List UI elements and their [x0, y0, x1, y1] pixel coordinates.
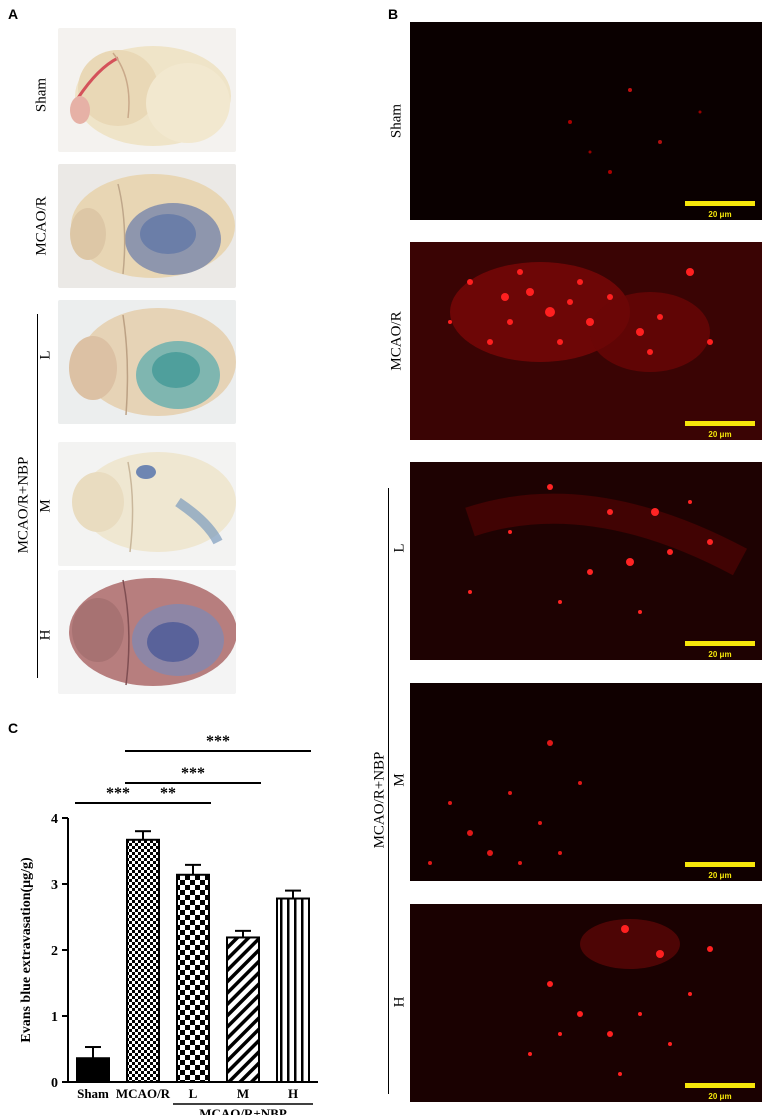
bar-sham — [76, 1057, 110, 1083]
significance-label: *** — [206, 733, 230, 750]
group-label: MCAO/R+NBP — [199, 1106, 287, 1115]
y-tick-label: 4 — [51, 812, 58, 827]
panel-letter-b: B — [388, 6, 399, 22]
row-label-m-b: M — [391, 773, 408, 787]
row-label-mcao-b: MCAO/R — [388, 311, 405, 371]
fluor-image-sham: 20 μm — [410, 22, 762, 220]
row-label-h-a: H — [37, 629, 54, 641]
brain-photo-mcao — [58, 164, 236, 288]
row-label-h-b: H — [391, 996, 408, 1008]
y-tick-label: 3 — [51, 878, 58, 893]
brain-photo-m — [58, 442, 236, 566]
x-tick-label: M — [237, 1086, 249, 1101]
group-bracket-b — [388, 488, 389, 1094]
scale-label-mcao: 20 μm — [708, 430, 732, 439]
y-tick-label: 0 — [51, 1076, 58, 1091]
row-label-mcao-a: MCAO/R — [33, 196, 50, 256]
bar-m — [226, 936, 260, 1083]
evans-blue-bar-chart: 0 1 2 3 4 Evans blue extravasation(μg/g) Sham M… — [19, 733, 318, 1115]
scale-label-l: 20 μm — [708, 650, 732, 659]
bar-h — [276, 897, 310, 1083]
scale-label-h: 20 μm — [708, 1092, 732, 1101]
scale-label-sham: 20 μm — [708, 210, 732, 219]
fluor-image-mcao: 20 μm — [410, 242, 762, 440]
brain-photo-l — [58, 300, 236, 424]
scale-label-m: 20 μm — [708, 871, 732, 880]
scale-bar-h — [685, 1083, 755, 1088]
group-label-b: MCAO/R+NBP — [371, 751, 388, 849]
bar-mcaor — [126, 838, 160, 1083]
x-tick-label: H — [288, 1086, 298, 1101]
significance-label: ** — [160, 785, 176, 802]
fluor-image-l: 20 μm — [410, 462, 762, 660]
y-axis-label: Evans blue extravasation(μg/g) — [19, 857, 34, 1043]
bar-l — [176, 873, 210, 1083]
brain-photo-h — [58, 570, 236, 694]
scale-bar-mcao — [685, 421, 755, 426]
row-label-sham-a: Sham — [33, 77, 50, 113]
scale-bar-l — [685, 641, 755, 646]
row-label-m-a: M — [37, 499, 54, 513]
panel-letter-c: C — [8, 720, 19, 736]
scale-bar-sham — [685, 201, 755, 206]
group-label-a: MCAO/R+NBP — [15, 456, 32, 554]
row-label-l-b: L — [391, 543, 408, 553]
x-tick-label: Sham — [77, 1086, 109, 1101]
fluor-image-m: 20 μm — [410, 683, 762, 881]
significance-label: *** — [181, 765, 205, 782]
scale-bar-m — [685, 862, 755, 867]
brain-photo-sham — [58, 28, 236, 152]
y-tick-label: 1 — [51, 1010, 58, 1025]
significance-label: *** — [106, 785, 130, 802]
row-label-l-a: L — [37, 350, 54, 360]
fluor-image-h: 20 μm — [410, 904, 762, 1102]
x-tick-label: L — [189, 1086, 198, 1101]
group-bracket-a — [37, 314, 38, 678]
x-tick-label: MCAO/R — [116, 1086, 171, 1101]
row-label-sham-b: Sham — [388, 103, 405, 139]
y-tick-label: 2 — [51, 944, 58, 959]
panel-letter-a: A — [8, 6, 19, 22]
